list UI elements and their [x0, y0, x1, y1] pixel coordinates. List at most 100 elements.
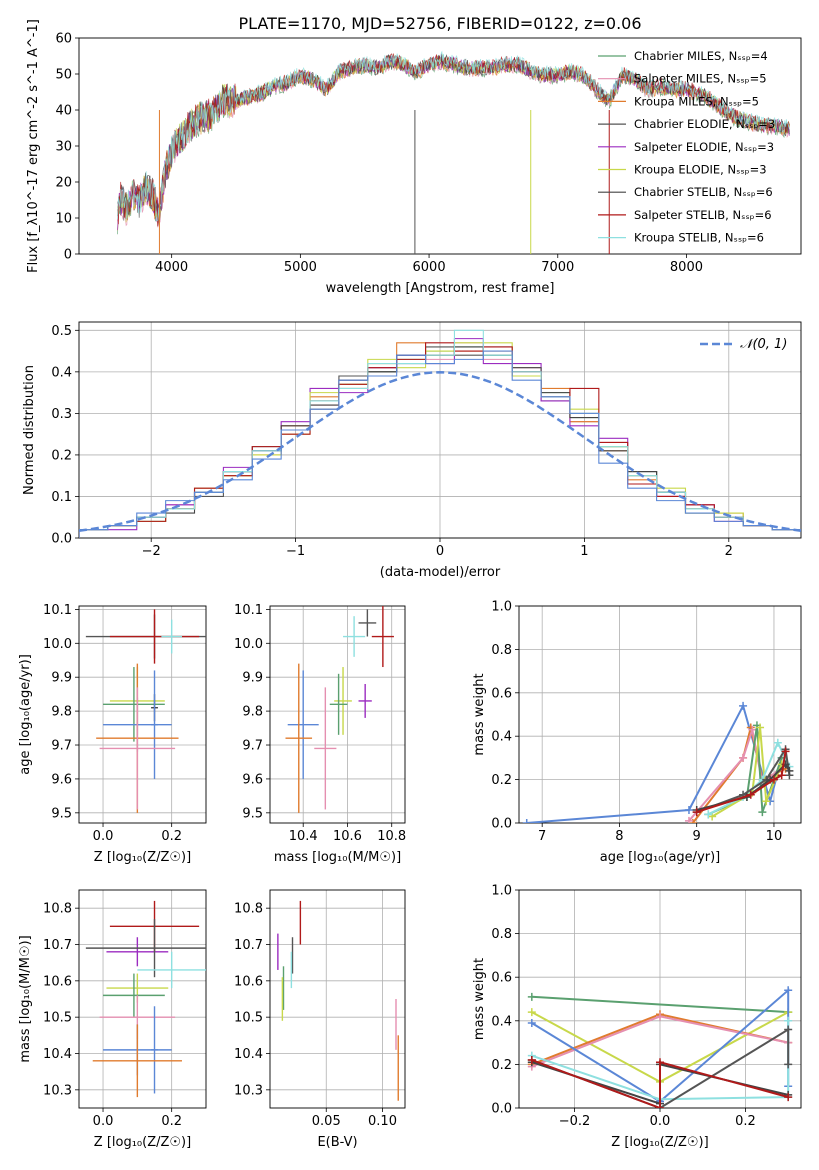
- mass-weight-vs-age-frame: [518, 605, 802, 824]
- legend-label: Salpeter ELODIE, Nₛₛₚ=3: [634, 140, 774, 154]
- y-tick-label: 0.0: [491, 1102, 512, 1117]
- y-tick-label: 20: [55, 176, 72, 191]
- x-tick-label: 0.2: [161, 829, 182, 844]
- y-tick-label: 0.1: [51, 490, 72, 505]
- mass-weight-marker: [784, 1093, 793, 1102]
- y-tick-label: 10.4: [234, 1047, 263, 1062]
- mass-weight-marker: [748, 725, 757, 734]
- mass-vs-ebv-frame: [269, 889, 406, 1109]
- y-tick-label: 10.1: [234, 603, 263, 618]
- mass-weight-marker: [684, 805, 693, 814]
- x-tick-label: 0.10: [368, 1114, 397, 1129]
- legend-label: 𝒩(0, 1): [740, 337, 787, 352]
- y-tick-label: 10.3: [43, 1083, 72, 1098]
- x-axis-label: mass [log₁₀(M/M☉)]: [274, 850, 401, 865]
- y-tick-label: 10.5: [43, 1011, 72, 1026]
- x-tick-label: 8000: [670, 260, 703, 275]
- mass-weight-marker: [785, 766, 794, 775]
- y-tick-label: 0.3: [51, 407, 72, 422]
- mass-weight-marker: [739, 753, 748, 762]
- y-axis-label: Normed distribution: [22, 365, 37, 495]
- x-axis-label: E(B-V): [317, 1135, 357, 1150]
- y-tick-label: 9.6: [51, 772, 72, 787]
- x-tick-label: −0.2: [559, 1114, 591, 1129]
- mass-weight-marker: [684, 816, 693, 823]
- x-axis-label: Z [log₁₀(Z/Z☉)]: [611, 1135, 708, 1150]
- mass-weight-marker: [756, 723, 765, 732]
- mass-weight-marker: [784, 986, 793, 995]
- y-tick-label: 0.8: [491, 927, 512, 942]
- y-tick-label: 1.0: [491, 884, 512, 899]
- y-tick-label: 0.4: [491, 730, 512, 745]
- y-tick-label: 10.8: [43, 902, 72, 917]
- y-tick-label: 0.0: [51, 532, 72, 547]
- mass-vs-z-frame: [78, 889, 207, 1109]
- x-tick-label: 0.05: [312, 1114, 341, 1129]
- y-tick-label: 10.1: [43, 603, 72, 618]
- x-tick-label: 10.6: [333, 829, 362, 844]
- y-tick-label: 10.3: [234, 1083, 263, 1098]
- legend-label: Chabrier MILES, Nₛₛₚ=4: [634, 49, 768, 63]
- mass-weight-marker: [781, 747, 790, 756]
- spectrum-line: [117, 50, 790, 225]
- mass-weight-vs-z-plot: [527, 986, 793, 1108]
- mass-weight-marker: [656, 1104, 664, 1108]
- residuals-frame: [78, 321, 802, 539]
- x-tick-label: 0.2: [161, 1114, 182, 1129]
- legend-label: Kroupa STELIB, Nₛₛₚ=6: [634, 231, 764, 245]
- x-tick-label: 4000: [155, 260, 188, 275]
- mass-weight-marker: [762, 797, 771, 806]
- mass-weight-marker: [527, 1008, 536, 1017]
- y-tick-label: 0.5: [51, 324, 72, 339]
- mass-weight-marker: [777, 771, 786, 780]
- mass-weight-marker: [656, 1058, 664, 1067]
- y-tick-label: 0.8: [491, 643, 512, 658]
- mass-weight-marker: [527, 1018, 536, 1027]
- y-tick-label: 10.7: [43, 938, 72, 953]
- mass-weight-marker: [746, 790, 755, 799]
- y-tick-label: 0.2: [51, 448, 72, 463]
- mass-weight-line: [531, 1059, 789, 1108]
- x-tick-label: 5000: [284, 260, 317, 275]
- age-vs-mass-axes: 10.4 10.6 10.8 9.5 9.6 9.7 9.8 9.9 10.0 10.1 mass …: [234, 603, 406, 865]
- x-axis-label: age [log₁₀(age/yr)]: [600, 850, 721, 865]
- mass-weight-marker: [692, 808, 701, 817]
- legend-label: Kroupa ELODIE, Nₛₛₚ=3: [634, 163, 767, 177]
- x-tick-label: 10.4: [289, 829, 318, 844]
- mass-weight-marker: [656, 1012, 664, 1021]
- age-vs-mass-plot: [285, 606, 394, 813]
- y-tick-label: 9.5: [242, 806, 263, 821]
- y-axis-label: mass weight: [472, 958, 487, 1040]
- mass-weight-marker: [527, 992, 536, 1001]
- y-tick-label: 10.4: [43, 1047, 72, 1062]
- x-tick-label: −1: [286, 544, 305, 559]
- y-tick-label: 10: [55, 212, 72, 227]
- legend-label: Salpeter MILES, Nₛₛₚ=5: [634, 72, 767, 86]
- legend-label: Chabrier ELODIE, Nₛₛₚ=3: [634, 117, 775, 131]
- x-tick-label: 7000: [541, 260, 574, 275]
- y-tick-label: 0.6: [491, 686, 512, 701]
- mass-vs-z-plot: [85, 900, 206, 1098]
- y-tick-label: 10.6: [234, 974, 263, 989]
- y-tick-label: 9.7: [51, 739, 72, 754]
- mass-weight-marker: [739, 701, 748, 710]
- mass-weight-line: [526, 703, 783, 823]
- histogram-step: [79, 329, 801, 538]
- x-tick-label: 0.0: [93, 1114, 114, 1129]
- y-tick-label: 10.7: [234, 938, 263, 953]
- x-tick-label: 0.2: [735, 1114, 756, 1129]
- mass-vs-z-axes: 0.0 0.2 10.3 10.4 10.5 10.6 10.7 10.8 Z [log₁₀(Z…: [18, 889, 207, 1150]
- x-tick-label: 2: [725, 544, 733, 559]
- mass-weight-marker: [784, 1016, 793, 1025]
- mass-weight-marker: [758, 808, 767, 817]
- x-tick-label: 7: [538, 829, 546, 844]
- mass-weight-marker: [527, 1056, 536, 1065]
- y-tick-label: 10.0: [234, 637, 263, 652]
- y-tick-label: 0.2: [491, 1058, 512, 1073]
- y-tick-label: 0.6: [491, 971, 512, 986]
- y-tick-label: 60: [55, 32, 72, 47]
- mass-weight-line: [531, 995, 789, 1014]
- mass-weight-vs-age-axes: 7 8 9 10 0.0 0.2 0.4 0.6 0.8 1.0 age [log₁₀(age/yr…: [472, 600, 802, 865]
- y-tick-label: 9.9: [51, 671, 72, 686]
